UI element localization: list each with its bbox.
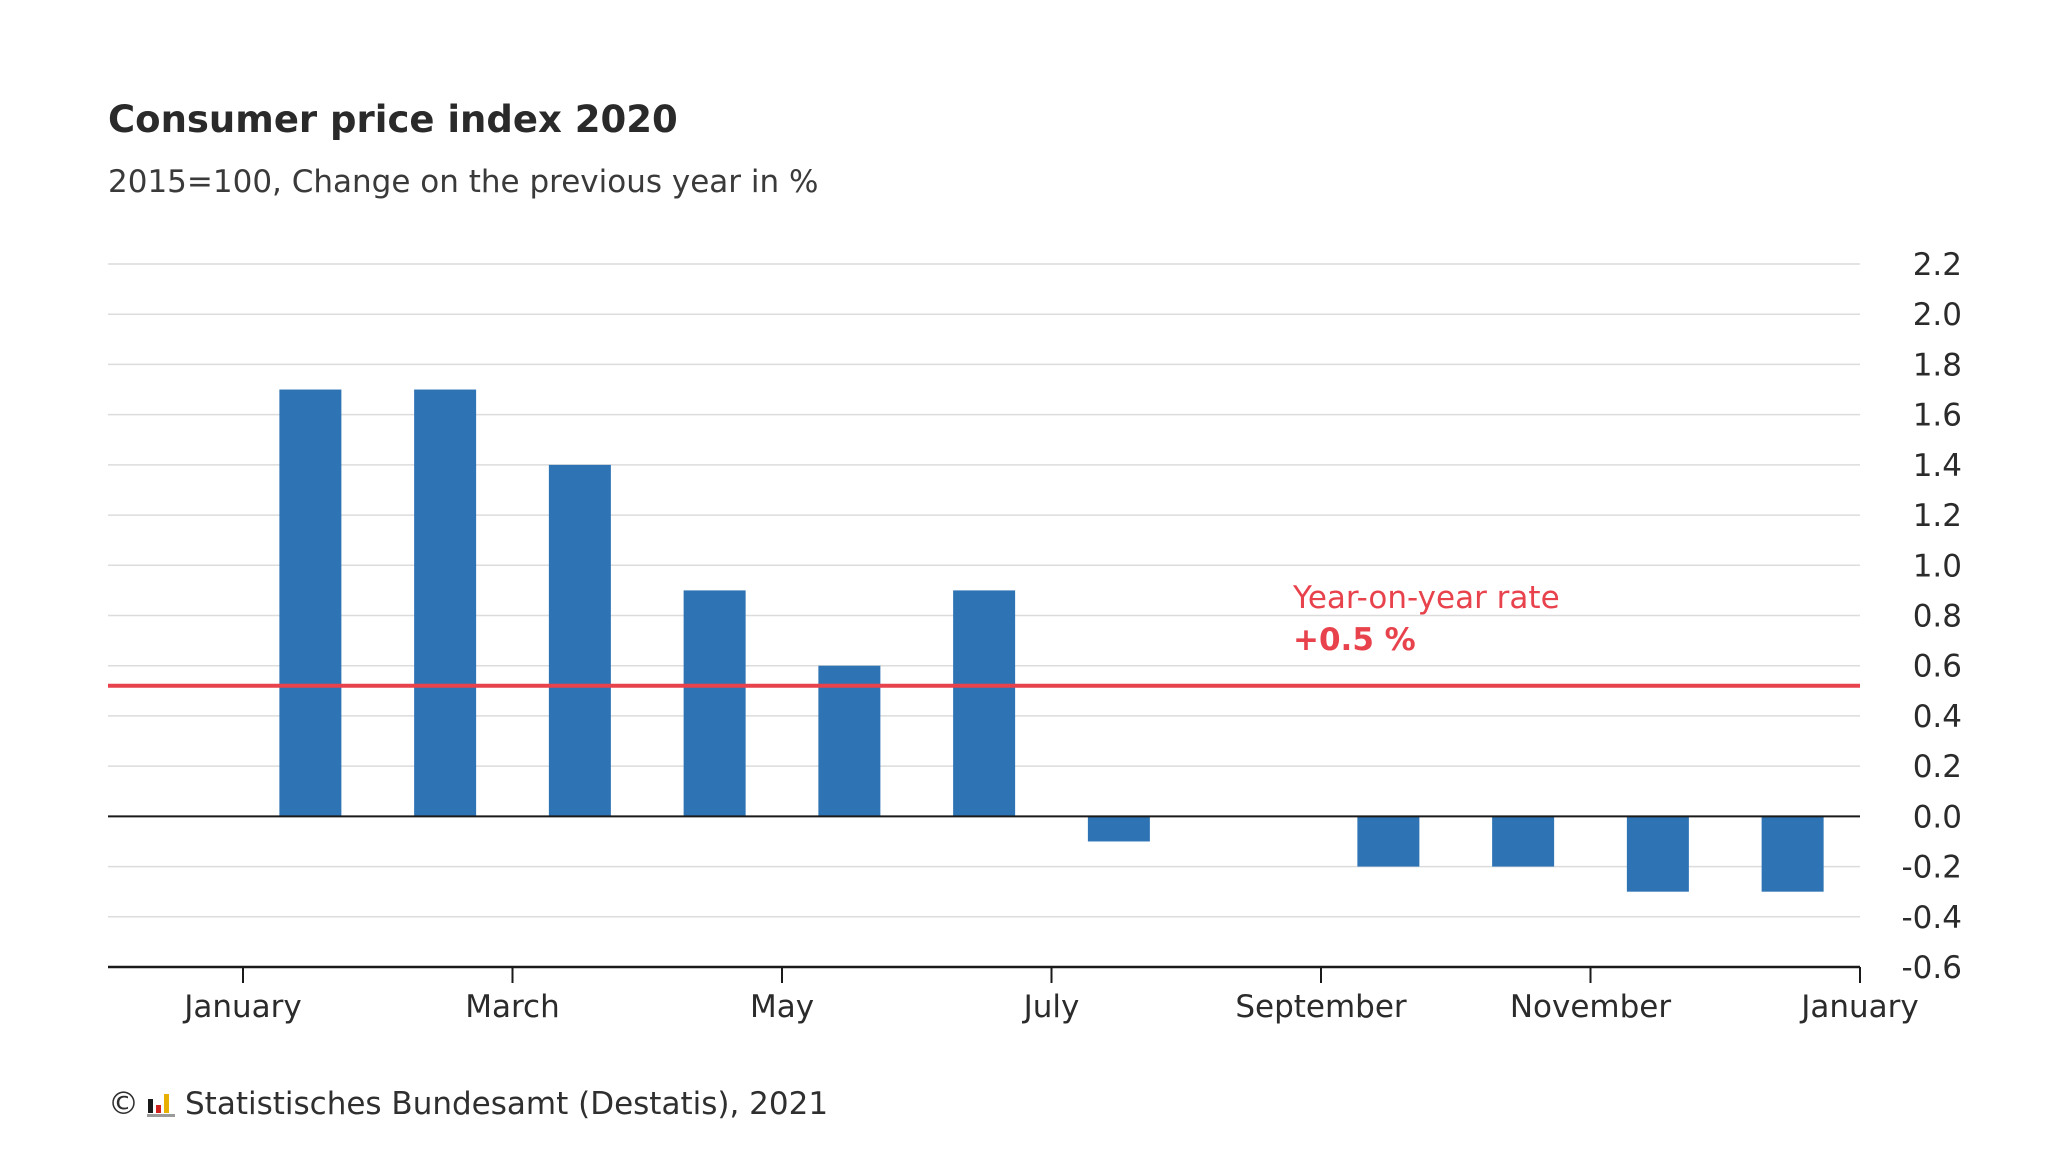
y-axis-tick-labels: 2.2 2.0 1.8 1.6 1.4 1.2 1.0 0.8 0.6 0.4 0.2 0.0 -0.2…: [1902, 247, 1963, 986]
y-tick-label: 1.2: [1913, 498, 1962, 534]
bar-july: [1087, 816, 1150, 842]
bar-may: [818, 665, 881, 817]
bar-january: [279, 389, 342, 817]
year-on-year-reference: Year-on-year rate +0.5 %: [108, 580, 1860, 688]
source-text: Statistisches Bundesamt (Destatis), 2021: [185, 1086, 829, 1122]
bar-series: [279, 389, 1824, 892]
copyright-symbol: ©: [108, 1086, 139, 1122]
chart-title: Consumer price index 2020: [108, 98, 678, 141]
bar-december: [1761, 816, 1824, 892]
axes: [108, 815, 1861, 983]
grid-lines: [108, 263, 1860, 918]
y-tick-label: 0.2: [1913, 749, 1962, 785]
y-tick-label: -0.2: [1902, 850, 1963, 886]
bar-april: [683, 590, 746, 817]
reference-line-value-label: +0.5 %: [1293, 622, 1416, 658]
bar-march: [548, 464, 611, 817]
bar-june: [953, 590, 1016, 817]
y-tick-label: 1.6: [1913, 398, 1962, 434]
y-tick-label: 2.2: [1913, 247, 1962, 283]
y-tick-label: 1.8: [1913, 347, 1962, 383]
x-axis-tick-labels: January March May July September November Janu…: [182, 989, 1919, 1025]
y-tick-label: 1.0: [1913, 548, 1962, 584]
bar-september: [1357, 816, 1420, 867]
y-tick-label: 0.6: [1913, 649, 1962, 685]
destatis-logo-icon: [147, 1091, 175, 1117]
x-tick-label: July: [1022, 989, 1080, 1025]
x-tick-label: March: [465, 989, 560, 1025]
y-tick-label: -0.4: [1902, 900, 1963, 936]
x-tick-label: September: [1235, 989, 1407, 1025]
source-credit: © Statistisches Bundesamt (Destatis), 20…: [108, 1086, 828, 1122]
bar-october: [1492, 816, 1555, 867]
x-tick-label: November: [1510, 989, 1672, 1025]
x-tick-label: January: [1799, 989, 1919, 1025]
chart-subtitle: 2015=100, Change on the previous year in…: [108, 164, 819, 200]
y-tick-label: 2.0: [1913, 297, 1962, 333]
y-tick-label: 0.4: [1913, 699, 1962, 735]
x-tick-label: May: [750, 989, 814, 1025]
x-tick-label: January: [182, 989, 302, 1025]
bar-february: [414, 389, 477, 817]
bar-november: [1626, 816, 1689, 892]
y-tick-label: 0.0: [1913, 799, 1962, 835]
y-tick-label: -0.6: [1902, 950, 1963, 986]
y-tick-label: 0.8: [1913, 599, 1962, 635]
bar-chart: 2.2 2.0 1.8 1.6 1.4 1.2 1.0 0.8 0.6 0.4 0.2 0.0 -0.2…: [108, 247, 1963, 1025]
y-tick-label: 1.4: [1913, 448, 1962, 484]
reference-line-label: Year-on-year rate: [1292, 580, 1560, 616]
